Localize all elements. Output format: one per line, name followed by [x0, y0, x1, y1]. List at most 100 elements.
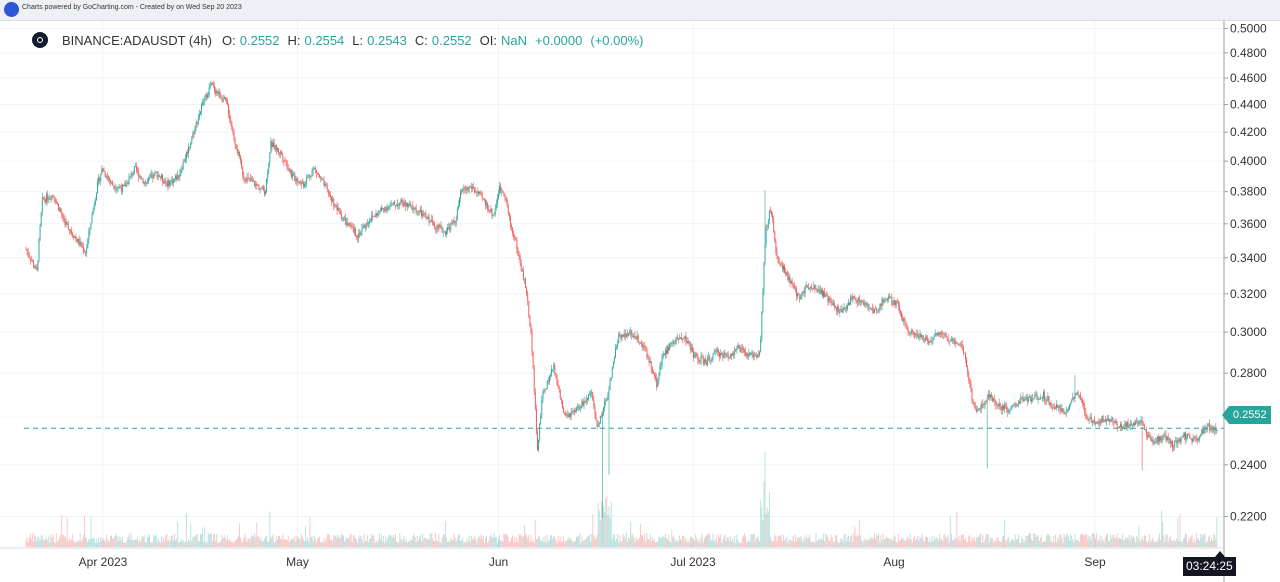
volume-bar — [869, 537, 871, 547]
candle-body — [1013, 404, 1015, 406]
candle-body — [1005, 405, 1007, 406]
volume-bar — [1049, 536, 1051, 547]
volume-bar — [590, 542, 592, 547]
candle-body — [179, 173, 181, 178]
candle-body — [805, 285, 807, 287]
volume-bar — [660, 538, 662, 547]
candle-body — [1121, 424, 1123, 429]
candle-body — [412, 205, 414, 210]
volume-bar — [979, 535, 981, 547]
volume-bar — [961, 534, 963, 547]
visibility-eye-icon[interactable] — [32, 32, 48, 48]
candle-body — [97, 182, 98, 193]
volume-bar — [827, 537, 829, 547]
volume-bar — [533, 542, 535, 547]
candle-body — [334, 206, 336, 208]
volume-bar — [276, 539, 278, 547]
candle-body — [503, 192, 505, 195]
volume-bar — [312, 541, 314, 547]
candle-body — [967, 366, 969, 373]
volume-bar — [1206, 541, 1208, 547]
candle-body — [610, 378, 612, 381]
volume-bar — [164, 541, 166, 547]
volume-bar — [65, 538, 67, 547]
volume-bar — [1169, 536, 1171, 547]
volume-bar — [862, 542, 864, 547]
candle-body — [434, 223, 435, 227]
candle-body — [144, 181, 146, 184]
candle-body — [517, 249, 519, 254]
candle-body — [1143, 424, 1145, 430]
volume-bar — [841, 539, 843, 547]
volume-bar — [443, 534, 445, 547]
candle-body — [592, 392, 594, 401]
candle-body — [636, 335, 638, 339]
candle-body — [852, 296, 854, 299]
candle-body — [358, 233, 360, 239]
candle-body — [991, 395, 992, 397]
candle-body — [618, 333, 620, 343]
volume-bar — [48, 536, 50, 547]
candle-body — [1059, 405, 1061, 409]
volume-bar — [577, 536, 579, 547]
volume-bar — [975, 536, 977, 547]
volume-bar — [292, 539, 294, 547]
volume-bar — [235, 539, 237, 547]
volume-bar — [1086, 533, 1088, 547]
candle-body — [1057, 404, 1059, 408]
volume-bar — [182, 540, 184, 547]
candle-body — [183, 161, 185, 163]
candle-body — [1012, 404, 1014, 406]
volume-bar — [1133, 536, 1134, 547]
volume-bar — [583, 539, 585, 547]
candle-body — [908, 331, 910, 334]
candle-body — [477, 191, 479, 194]
volume-bar — [779, 535, 781, 547]
candle-body — [154, 172, 156, 174]
volume-bar — [917, 535, 919, 547]
candle-body — [1139, 420, 1141, 424]
volume-bar — [652, 540, 654, 547]
volume-bar — [784, 540, 785, 547]
candle-body — [1122, 426, 1124, 429]
volume-bar — [929, 537, 931, 547]
candle-body — [1169, 438, 1171, 444]
volume-bar — [711, 539, 713, 547]
volume-bar — [701, 533, 703, 547]
volume-bar — [880, 534, 882, 547]
volume-bar — [999, 542, 1001, 547]
candle-body — [436, 228, 438, 230]
volume-bar — [215, 540, 217, 547]
candle-body — [587, 394, 589, 400]
volume-bar — [397, 542, 399, 547]
volume-bar — [383, 535, 385, 547]
volume-bar — [551, 534, 553, 547]
volume-bar — [778, 536, 780, 547]
candle-body — [804, 286, 806, 293]
volume-bar — [507, 536, 509, 547]
candle-body — [622, 334, 624, 337]
candle-body — [566, 414, 568, 416]
volume-bar — [336, 538, 338, 547]
volume-bar — [183, 542, 185, 547]
volume-bar — [645, 542, 647, 547]
volume-bar — [668, 535, 670, 547]
volume-bar — [132, 539, 134, 547]
candle-body — [364, 225, 366, 229]
candle-body — [810, 286, 812, 288]
price-chart-svg[interactable]: 0.22000.24000.26000.28000.30000.32000.34… — [0, 21, 1280, 582]
volume-bar — [278, 535, 279, 547]
chart-area[interactable]: 0.22000.24000.26000.28000.30000.32000.34… — [0, 21, 1280, 582]
volume-bar — [1198, 539, 1199, 547]
candle-body — [1209, 428, 1211, 430]
candle-body — [1048, 396, 1050, 405]
symbol-label[interactable]: BINANCE:ADAUSDT (4h) — [62, 32, 213, 48]
candle-body — [516, 239, 518, 250]
candle-body — [1206, 424, 1208, 430]
volume-bar — [1212, 541, 1214, 547]
volume-bar — [851, 534, 853, 547]
volume-bar — [99, 542, 101, 547]
candle-body — [56, 202, 58, 204]
volume-bar — [774, 534, 776, 547]
volume-bar — [1102, 540, 1104, 547]
